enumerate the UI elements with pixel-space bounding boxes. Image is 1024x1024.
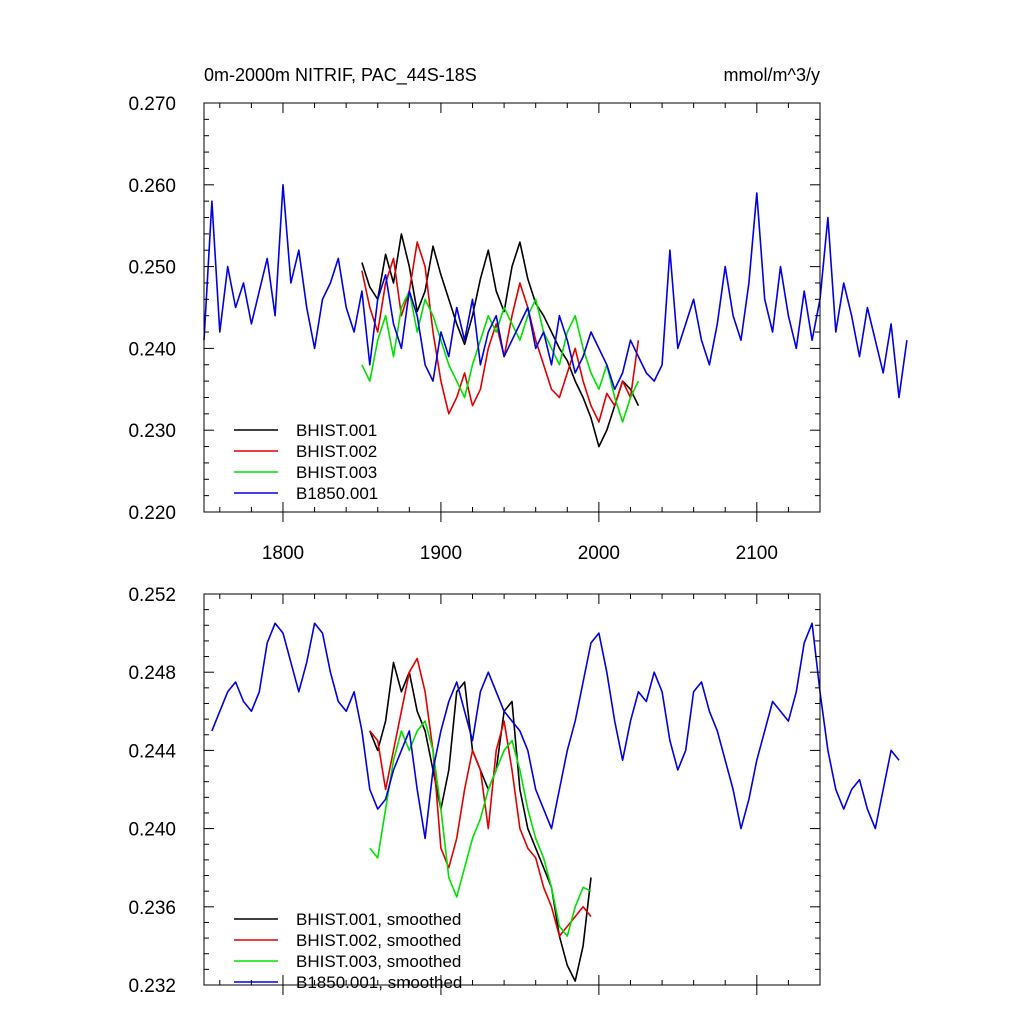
y-tick-label: 0.270	[128, 94, 176, 115]
top-panel: 0.220 0.230 0.240 0.250 0.260 0.270 1800 1900 20…	[128, 94, 908, 564]
legend-label: BHIST.003, smoothed	[296, 952, 461, 971]
y-tick-label: 0.220	[128, 503, 176, 524]
chart-units: mmol/m^3/y	[724, 65, 820, 85]
y-tick-label: 0.240	[128, 339, 176, 360]
plot-frame	[203, 102, 821, 513]
series-line-bhist-001	[361, 233, 640, 448]
series-line-bhist-003-smoothed	[369, 720, 592, 937]
y-tick-label: 0.230	[128, 421, 176, 442]
series-line-bhist-002-smoothed	[369, 657, 592, 937]
legend-label: BHIST.002	[296, 442, 377, 461]
legend-label: B1850.001, smoothed	[296, 973, 462, 992]
y-tick-label: 0.244	[128, 741, 176, 762]
y-tick-label: 0.248	[128, 663, 176, 684]
chart-title: 0m-2000m NITRIF, PAC_44S-18S	[204, 65, 477, 86]
series-line-b1850-001	[203, 184, 908, 399]
y-tick-label: 0.260	[128, 176, 176, 197]
plot-frame	[203, 593, 821, 986]
legend-label: BHIST.001, smoothed	[296, 910, 461, 929]
legend-label: B1850.001	[296, 484, 378, 503]
x-tick-label: 1800	[262, 543, 304, 564]
series-line-b1850-001-smoothed	[211, 622, 900, 840]
y-tick-label: 0.240	[128, 820, 176, 841]
y-tick-label: 0.236	[128, 898, 176, 919]
x-tick-label: 2100	[736, 543, 778, 564]
series-line-bhist-003	[361, 290, 640, 423]
bottom-panel: 0.232 0.236 0.240 0.244 0.248 0.252 BHIST.001,…	[128, 585, 900, 997]
y-tick-label: 0.252	[128, 585, 176, 606]
legend-label: BHIST.003	[296, 463, 377, 482]
legend-label: BHIST.002, smoothed	[296, 931, 461, 950]
legend-label: BHIST.001	[296, 421, 377, 440]
x-tick-label: 1900	[420, 543, 462, 564]
y-tick-label: 0.250	[128, 258, 176, 279]
x-tick-label: 2000	[578, 543, 620, 564]
y-tick-label: 0.232	[128, 976, 176, 997]
